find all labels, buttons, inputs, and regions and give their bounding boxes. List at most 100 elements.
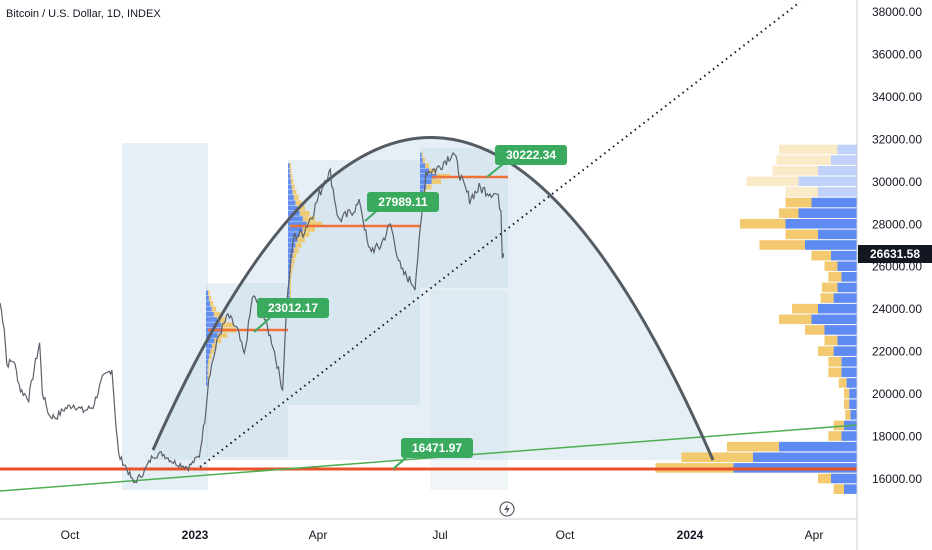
session-volume-bar-down xyxy=(288,168,290,174)
volume-bar-down xyxy=(849,399,857,410)
session-volume-bar-down xyxy=(206,295,209,301)
session-volume-bar-down xyxy=(288,189,293,195)
session-volume-bar-up xyxy=(291,184,295,190)
session-volume-bar-up xyxy=(293,195,299,200)
chart-title: Bitcoin / U.S. Dollar, 1D, INDEX xyxy=(6,8,161,20)
session-volume-bar-up xyxy=(221,322,234,328)
session-volume-bar-up xyxy=(426,184,432,190)
session-volume-bar-down xyxy=(288,258,292,264)
session-volume-bar-down xyxy=(206,322,222,328)
session-volume-bar-up xyxy=(208,359,211,365)
session-volume-bar-down xyxy=(206,306,212,312)
callout-27989[interactable]: 27989.11 xyxy=(364,192,439,222)
time-tick-label: Jul xyxy=(432,528,447,542)
price-tick-label: 34000.00 xyxy=(872,90,922,104)
session-volume-bar-down xyxy=(206,354,210,360)
callout-label-23012: 23012.17 xyxy=(268,301,318,315)
price-tick-label: 26000.00 xyxy=(872,260,922,274)
session-volume-bar-up xyxy=(214,338,222,344)
session-volume-bar-down xyxy=(206,301,211,307)
session-volume-bar-down xyxy=(288,179,291,184)
session-volume-bar-down xyxy=(288,264,291,269)
volume-bar-down xyxy=(849,388,857,399)
session-volume-bar-up xyxy=(290,264,294,269)
session-volume-bar-down xyxy=(288,195,294,200)
volume-bar-up xyxy=(681,452,753,463)
volume-bar-down xyxy=(798,176,857,187)
price-tick-label: 30000.00 xyxy=(872,175,922,189)
callout-label-16471: 16471.97 xyxy=(412,441,462,455)
price-tick-label: 24000.00 xyxy=(872,302,922,316)
session-volume-bar-up xyxy=(295,200,302,206)
volume-bar-down xyxy=(844,484,857,494)
volume-bar-up xyxy=(805,325,825,335)
volume-bar-up xyxy=(845,410,851,420)
session-volume-bar-down xyxy=(288,248,294,253)
session-volume-bar-up xyxy=(292,189,297,195)
session-volume-bar-up xyxy=(216,317,226,322)
session-volume-bar-down xyxy=(420,163,425,169)
session-volume-bar-up xyxy=(421,152,423,158)
volume-bar-up xyxy=(772,165,818,176)
session-volume-bar-down xyxy=(206,333,218,338)
volume-bar-up xyxy=(820,293,834,303)
session-volume-bar-up xyxy=(217,333,228,338)
session-volume-bar-up xyxy=(207,364,209,370)
session-volume-bar-down xyxy=(288,184,292,190)
price-tick-label: 36000.00 xyxy=(872,47,922,61)
volume-bar-up xyxy=(824,335,838,346)
volume-bar-down xyxy=(837,261,857,272)
session-volume-bar-up xyxy=(293,248,299,253)
arc-curve[interactable] xyxy=(151,136,715,461)
volume-bar-up xyxy=(779,314,812,325)
session-volume-bar-down xyxy=(420,152,422,158)
time-tick-label: 2023 xyxy=(182,528,209,542)
callout-23012[interactable]: 23012.17 xyxy=(253,298,329,333)
session-volume-bar-up xyxy=(289,274,292,280)
volume-bar-down xyxy=(831,250,857,261)
time-axis[interactable]: Oct 2023 Apr Jul Oct 2024 Apr xyxy=(61,528,824,542)
session-volume-bar-down xyxy=(288,242,296,248)
volume-bar-up xyxy=(844,388,850,399)
volume-bar-up xyxy=(821,282,838,293)
session-volume-bar-down xyxy=(288,290,290,296)
price-tick-label: 38000.00 xyxy=(872,5,922,19)
price-axis-bg xyxy=(857,0,932,550)
price-tick-label: 22000.00 xyxy=(872,345,922,359)
flash-icon[interactable] xyxy=(499,501,515,517)
session-volume-bar-up xyxy=(289,290,291,296)
session-volume-bar-up xyxy=(212,343,217,349)
session-volume-bar-down xyxy=(206,290,209,296)
callout-30222[interactable]: 30222.34 xyxy=(486,145,567,178)
callout-16471[interactable]: 16471.97 xyxy=(392,438,473,470)
session-volume-bar-down xyxy=(288,221,307,227)
volume-bar-down xyxy=(841,272,857,282)
session-volume-bar-up xyxy=(207,370,209,376)
session-volume-bar-up xyxy=(422,157,425,163)
volume-bar-down xyxy=(818,187,857,197)
price-tick-label: 28000.00 xyxy=(872,217,922,231)
volume-bar-up xyxy=(818,346,834,356)
time-tick-label: Apr xyxy=(309,528,328,542)
session-volume-bar-down xyxy=(288,205,298,211)
volume-bar-down xyxy=(811,314,857,325)
price-tick-label: 18000.00 xyxy=(872,430,922,444)
volume-bar-up xyxy=(833,420,844,431)
profile-region-q4 xyxy=(122,143,208,490)
volume-bar-down xyxy=(850,410,857,420)
session-volume-bar-up xyxy=(295,242,302,248)
volume-bar-up xyxy=(785,187,818,197)
price-tick-label: 32000.00 xyxy=(872,132,922,146)
dotted-trendline[interactable] xyxy=(199,1,801,468)
session-volume-bar-up xyxy=(299,211,310,216)
volume-bar-down xyxy=(831,155,857,165)
price-series-line xyxy=(0,151,505,484)
session-volume-bar-up xyxy=(302,226,315,232)
volume-bar-down xyxy=(818,229,857,240)
time-tick-label: Apr xyxy=(805,528,824,542)
price-axis[interactable]: 16000.00 18000.00 20000.00 22000.00 24000.00… xyxy=(872,5,922,486)
session-volume-bar-down xyxy=(206,317,217,322)
session-volume-bar-up xyxy=(209,354,212,360)
volume-bar-up xyxy=(828,356,842,367)
